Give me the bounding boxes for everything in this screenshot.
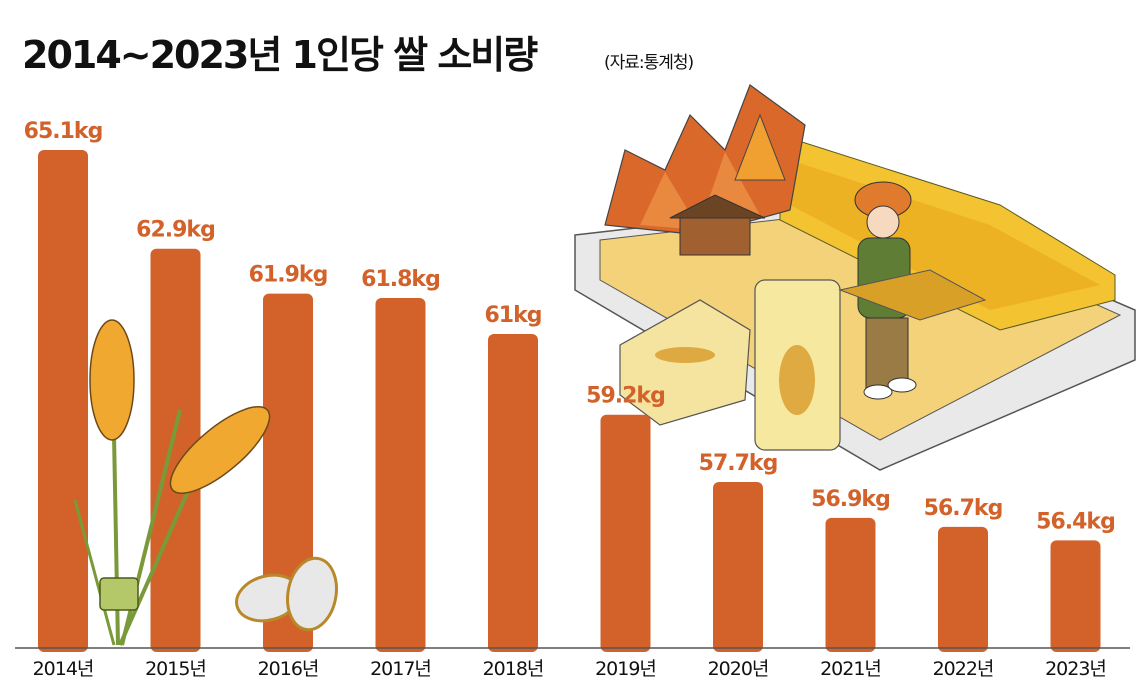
x-tick-label: 2018년 — [483, 658, 544, 680]
bar-2016년 — [263, 293, 313, 652]
x-tick-label: 2017년 — [370, 658, 431, 680]
bar-2021년 — [825, 517, 876, 652]
value-label: 56.9kg — [811, 487, 890, 512]
x-tick-label: 2019년 — [595, 658, 656, 680]
x-tick-label: 2014년 — [33, 658, 94, 680]
bar-2017년 — [375, 298, 426, 652]
x-tick-label: 2020년 — [708, 658, 769, 680]
x-tick-label: 2015년 — [145, 658, 206, 680]
value-label: 61kg — [485, 303, 542, 328]
farmer-harvest-illustration — [574, 84, 1136, 471]
bar-2019년 — [600, 414, 651, 652]
bar-2018년 — [488, 333, 538, 652]
bars-group — [38, 150, 1101, 652]
x-tick-label: 2022년 — [933, 658, 994, 680]
value-label: 65.1kg — [24, 119, 103, 144]
value-label: 56.7kg — [924, 496, 1003, 521]
bar-2014년 — [38, 150, 88, 652]
page-title: 2014~2023년 1인당 쌀 소비량 — [22, 33, 538, 77]
x-tick-labels-group: 2014년 2015년 2016년 2017년 2018년 2019년 2020년 2021년… — [33, 658, 1107, 680]
x-tick-label: 2021년 — [820, 658, 881, 680]
value-label: 62.9kg — [136, 218, 215, 243]
value-label: 61.8kg — [361, 267, 440, 292]
x-tick-label: 2023년 — [1045, 658, 1106, 680]
value-label: 59.2kg — [586, 384, 665, 409]
source-note: (자료:통계청) — [604, 53, 694, 73]
wheat-sheaf-illustration — [73, 319, 271, 646]
value-label: 56.4kg — [1036, 509, 1115, 534]
x-tick-label: 2016년 — [258, 658, 319, 680]
value-label: 57.7kg — [699, 451, 778, 476]
bar-2020년 — [713, 482, 763, 652]
bar-2022년 — [938, 526, 988, 652]
value-labels-group: 65.1kg 62.9kg 61.9kg 61.8kg 61kg 59.2kg 57.7kg… — [24, 119, 1116, 534]
rice-grains-illustration — [235, 556, 338, 632]
value-label: 61.9kg — [249, 263, 328, 288]
bar-2023년 — [1050, 540, 1101, 652]
